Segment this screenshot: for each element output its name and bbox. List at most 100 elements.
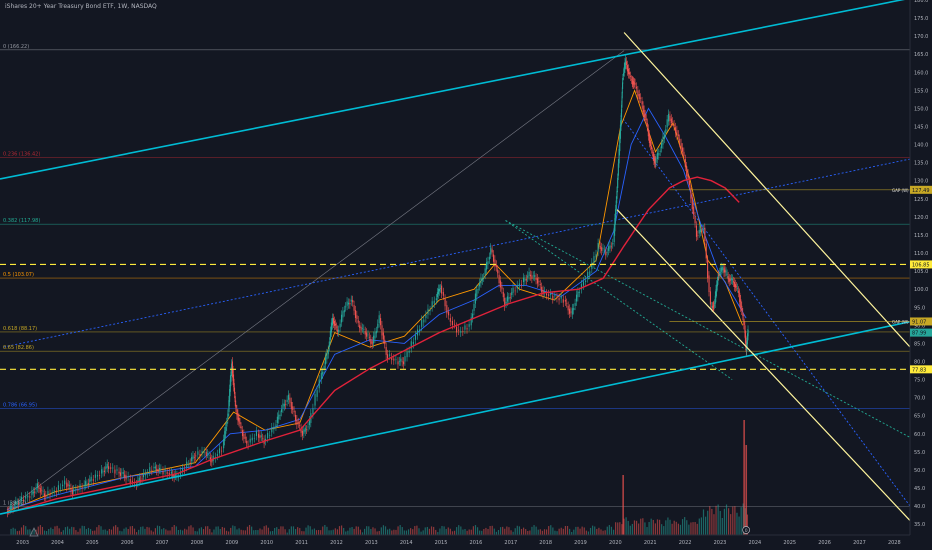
price-candle bbox=[585, 280, 587, 282]
price-candle bbox=[490, 247, 492, 255]
volume-bar bbox=[456, 527, 458, 535]
price-candle bbox=[712, 305, 714, 308]
volume-bar bbox=[439, 528, 441, 535]
volume-bar bbox=[675, 521, 677, 535]
volume-bar bbox=[623, 518, 625, 535]
price-candle bbox=[683, 151, 685, 157]
price-candle bbox=[679, 138, 681, 143]
price-candle bbox=[96, 475, 99, 477]
price-candle bbox=[124, 474, 126, 478]
dotted-trend-line bbox=[505, 220, 733, 380]
volume-bar bbox=[165, 529, 167, 535]
price-candle bbox=[622, 78, 624, 80]
price-candle bbox=[127, 476, 129, 478]
y-tick-label: 175.0 bbox=[914, 16, 928, 22]
price-candle bbox=[571, 308, 573, 315]
volume-bar bbox=[326, 526, 328, 535]
volume-bar bbox=[41, 526, 44, 535]
volume-bar bbox=[730, 514, 732, 535]
volume-bar bbox=[200, 527, 203, 535]
x-tick-label: 2018 bbox=[539, 540, 552, 546]
price-candle bbox=[188, 464, 190, 466]
volume-bar bbox=[69, 528, 71, 535]
price-candle bbox=[251, 437, 253, 441]
price-candle bbox=[700, 228, 702, 233]
volume-bar bbox=[679, 524, 682, 535]
price-candle bbox=[234, 396, 236, 403]
price-candle bbox=[332, 318, 335, 324]
price-candle bbox=[47, 490, 49, 495]
price-candle bbox=[597, 243, 599, 252]
price-candle bbox=[538, 281, 540, 283]
price-candle bbox=[345, 306, 347, 308]
price-candle bbox=[589, 271, 591, 275]
price-candle bbox=[524, 279, 526, 281]
price-candle bbox=[66, 482, 68, 488]
price-candle bbox=[723, 267, 725, 273]
price-candle bbox=[613, 228, 615, 243]
volume-bar bbox=[98, 525, 100, 535]
price-candle bbox=[184, 469, 186, 471]
price-candle bbox=[486, 262, 488, 270]
volume-bar bbox=[504, 528, 506, 535]
price-candle bbox=[69, 485, 71, 487]
ma-red-line bbox=[6, 176, 740, 514]
volume-bar bbox=[79, 528, 81, 535]
volume-bar bbox=[33, 529, 35, 535]
price-candle bbox=[499, 280, 502, 288]
price-candle bbox=[207, 453, 209, 455]
volume-bar bbox=[704, 516, 707, 535]
volume-bar bbox=[236, 529, 238, 535]
y-tick-label: 110.0 bbox=[914, 251, 928, 257]
price-candle bbox=[666, 119, 668, 128]
price-candle bbox=[401, 361, 403, 363]
price-tag-bg bbox=[910, 328, 932, 337]
volume-bar bbox=[734, 506, 736, 535]
volume-bar bbox=[282, 526, 284, 535]
price-candle bbox=[166, 472, 168, 474]
price-candle bbox=[172, 474, 174, 477]
volume-bar bbox=[556, 531, 558, 535]
y-tick-label: 115.0 bbox=[914, 233, 928, 239]
y-tick-label: 170.0 bbox=[914, 34, 928, 40]
x-tick-label: 2007 bbox=[156, 540, 169, 546]
price-candle bbox=[542, 289, 544, 295]
price-candle bbox=[462, 331, 464, 332]
price-candle bbox=[361, 327, 364, 329]
price-candle bbox=[625, 59, 627, 66]
price-candle bbox=[484, 268, 486, 275]
volume-bar bbox=[575, 526, 577, 535]
price-candle bbox=[732, 281, 734, 283]
price-candle bbox=[203, 451, 205, 453]
volume-bar bbox=[154, 528, 157, 535]
price-candle bbox=[343, 310, 345, 313]
volume-bar bbox=[491, 525, 493, 535]
volume-bar bbox=[483, 529, 485, 535]
price-candle bbox=[55, 491, 57, 493]
ma-blue-line bbox=[6, 107, 747, 511]
price-candle bbox=[614, 218, 616, 232]
fib-level-label: 0.786 (66.95) bbox=[3, 403, 37, 409]
volume-bar bbox=[638, 523, 640, 535]
price-candle bbox=[102, 471, 104, 473]
volume-bar bbox=[242, 530, 244, 535]
price-candle bbox=[162, 470, 164, 475]
volume-bar bbox=[719, 510, 721, 535]
price-candle bbox=[612, 243, 614, 245]
price-candle bbox=[662, 136, 664, 145]
y-tick-label: 65.0 bbox=[914, 414, 925, 420]
price-candle bbox=[25, 496, 27, 499]
price-candle bbox=[238, 417, 240, 423]
price-candle bbox=[285, 404, 287, 405]
price-candle bbox=[456, 326, 458, 333]
volume-bar bbox=[499, 527, 502, 535]
volume-bar bbox=[382, 525, 385, 535]
volume-bar bbox=[479, 530, 481, 535]
y-tick-label: 45.0 bbox=[914, 486, 925, 492]
volume-bar bbox=[554, 530, 556, 535]
volume-bar bbox=[83, 526, 85, 535]
price-candle bbox=[646, 122, 648, 128]
volume-bar bbox=[267, 527, 269, 535]
price-candle bbox=[427, 308, 429, 315]
